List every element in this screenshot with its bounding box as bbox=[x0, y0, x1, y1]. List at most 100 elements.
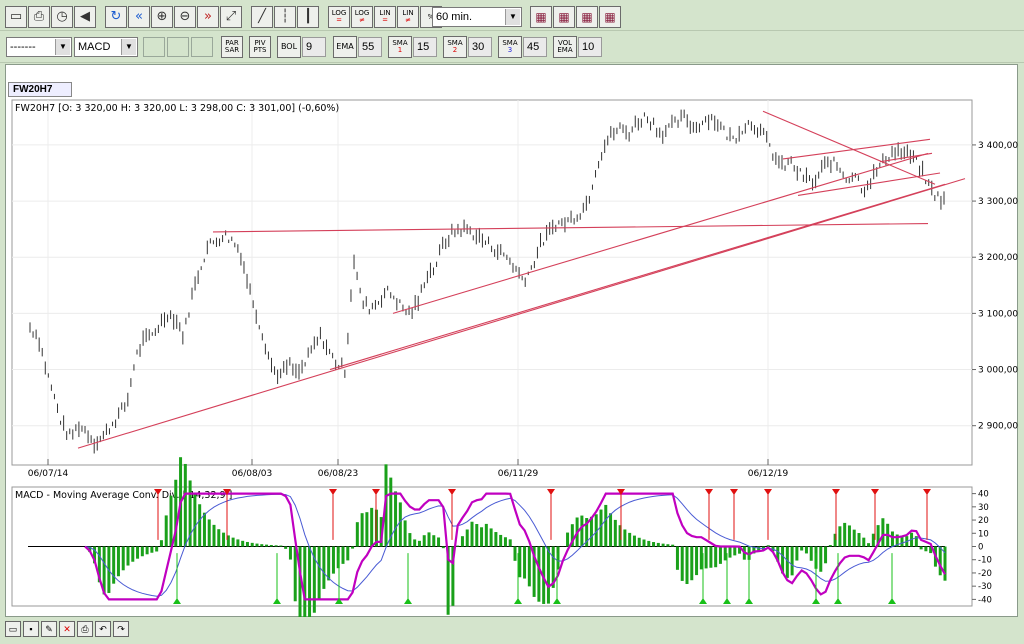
macd-histogram-bar bbox=[890, 531, 894, 547]
line-chart-icon: ╱ bbox=[258, 9, 266, 24]
sma3-period-field[interactable]: 45 bbox=[523, 37, 547, 57]
macd-histogram-bar bbox=[403, 520, 407, 547]
buy-signal-arrow bbox=[273, 598, 281, 604]
chart-window-button[interactable]: ▦ bbox=[530, 6, 552, 28]
sma1-button[interactable]: SMA 1 bbox=[388, 36, 412, 58]
vol-ema-period-field[interactable]: 10 bbox=[578, 37, 602, 57]
open-button[interactable]: ▭ bbox=[5, 6, 27, 28]
scale-button-4[interactable]: LIN ≠ bbox=[397, 6, 419, 28]
forward-button[interactable]: » bbox=[197, 6, 219, 28]
sma3-button[interactable]: SMA 3 bbox=[498, 36, 522, 58]
vol-ema-button[interactable]: VOL EMA bbox=[553, 36, 577, 58]
style-select[interactable]: ------- ▼ bbox=[6, 37, 72, 57]
window-button[interactable]: ▦ bbox=[599, 6, 621, 28]
sma1-period-field[interactable]: 15 bbox=[413, 37, 437, 57]
sell-signal-arrow bbox=[923, 489, 931, 495]
redo-icon[interactable]: ↷ bbox=[113, 621, 129, 637]
piv-pts-button[interactable]: PIV PTS bbox=[249, 36, 271, 58]
zoom-in-icon: ⊕ bbox=[156, 9, 168, 24]
macd-histogram-bar bbox=[723, 546, 727, 561]
macd-histogram-bar bbox=[623, 529, 627, 547]
close-icon[interactable]: ✕ bbox=[59, 621, 75, 637]
scale-button-1[interactable]: LOG = bbox=[328, 6, 350, 28]
buy-signal-arrow bbox=[699, 598, 707, 604]
sma2-period-field[interactable]: 30 bbox=[468, 37, 492, 57]
scale-sub: = bbox=[382, 16, 388, 24]
macd-histogram-bar bbox=[169, 495, 173, 547]
interval-select[interactable]: 60 min. ▼ bbox=[432, 7, 522, 27]
trend-line bbox=[77, 178, 966, 449]
undo-icon[interactable]: ↶ bbox=[95, 621, 111, 637]
macd-histogram-bar bbox=[327, 546, 331, 581]
scale-sub: ≠ bbox=[405, 16, 411, 24]
price-chart[interactable]: 3 400,00 3 300,00 3 200,00 3 100,00 3 000,00… bbox=[0, 0, 1024, 617]
ema-button[interactable]: EMA bbox=[333, 36, 357, 58]
macd-histogram-bar bbox=[475, 524, 479, 547]
line-chart-button[interactable]: ╱ bbox=[251, 6, 273, 28]
scale-label: LIN bbox=[402, 9, 414, 17]
macd-histogram-bar bbox=[714, 546, 718, 568]
candle-chart-button[interactable]: ┃ bbox=[297, 6, 319, 28]
macd-histogram-bar bbox=[422, 535, 426, 547]
macd-histogram-bar bbox=[336, 546, 340, 569]
speaker-button[interactable]: ◀ bbox=[74, 6, 96, 28]
macd-histogram-bar bbox=[718, 546, 722, 564]
macd-histogram-bar bbox=[594, 514, 598, 547]
fit-button[interactable]: ⤢ bbox=[220, 6, 242, 28]
macd-histogram-bar bbox=[804, 546, 808, 554]
sma1-label: SMA bbox=[392, 39, 408, 47]
clock-button[interactable]: ◷ bbox=[51, 6, 73, 28]
ema-period-field[interactable]: 55 bbox=[358, 37, 382, 57]
empty-slot[interactable] bbox=[191, 37, 213, 57]
open-folder-icon[interactable]: ▭ bbox=[5, 621, 21, 637]
sma2-button[interactable]: SMA 2 bbox=[443, 36, 467, 58]
macd-histogram-bar bbox=[871, 533, 875, 547]
indicator-button[interactable]: ▦ bbox=[576, 6, 598, 28]
rewind-button[interactable]: « bbox=[128, 6, 150, 28]
macd-histogram-bar bbox=[446, 546, 450, 615]
print-icon[interactable]: ⎙ bbox=[77, 621, 93, 637]
macd-histogram-bar bbox=[231, 537, 235, 547]
par-sar-button[interactable]: PAR SAR bbox=[221, 36, 243, 58]
chevron-down-icon[interactable]: ▼ bbox=[505, 9, 520, 25]
scale-button-2[interactable]: LOG ≠ bbox=[351, 6, 373, 28]
symbol-tab[interactable]: FW20H7 bbox=[8, 82, 72, 97]
macd-histogram-bar bbox=[589, 516, 593, 547]
par-sar-label-bottom: SAR bbox=[224, 46, 240, 54]
zoom-in-button[interactable]: ⊕ bbox=[151, 6, 173, 28]
macd-histogram-bar bbox=[867, 543, 871, 547]
sma3-sub: 3 bbox=[507, 46, 513, 54]
empty-slot[interactable] bbox=[143, 37, 165, 57]
macd-histogram-bar bbox=[585, 518, 589, 547]
bol-button[interactable]: BOL bbox=[277, 36, 301, 58]
indicator-select-value: MACD bbox=[78, 41, 111, 53]
zoom-out-button[interactable]: ⊖ bbox=[174, 6, 196, 28]
macd-histogram-bar bbox=[728, 546, 732, 558]
chevron-down-icon[interactable]: ▼ bbox=[121, 39, 136, 55]
chevron-down-icon[interactable]: ▼ bbox=[55, 39, 70, 55]
macd-histogram-bar bbox=[503, 537, 507, 547]
macd-histogram-bar bbox=[150, 546, 154, 553]
color-button[interactable]: ▦ bbox=[553, 6, 575, 28]
scale-button-3[interactable]: LIN = bbox=[374, 6, 396, 28]
empty-slot[interactable] bbox=[167, 37, 189, 57]
settings-icon[interactable]: ✎ bbox=[41, 621, 57, 637]
macd-histogram-bar bbox=[781, 546, 785, 574]
refresh-button[interactable]: ↻ bbox=[105, 6, 127, 28]
trend-line bbox=[212, 222, 929, 233]
macd-histogram-bar bbox=[609, 513, 613, 547]
price-tick-label: 3 400,00 bbox=[978, 141, 1018, 151]
macd-tick-label: 30 bbox=[978, 503, 989, 513]
indicator-select[interactable]: MACD ▼ bbox=[74, 37, 138, 57]
macd-histogram-bar bbox=[943, 546, 947, 581]
save-icon[interactable]: ▪ bbox=[23, 621, 39, 637]
macd-histogram-bar bbox=[88, 546, 92, 553]
bol-period-field[interactable]: 9 bbox=[302, 37, 326, 57]
macd-tick-label: -40 bbox=[978, 595, 992, 605]
macd-histogram-bar bbox=[738, 546, 742, 554]
print-button[interactable]: ⎙ bbox=[28, 6, 50, 28]
macd-histogram-bar bbox=[637, 537, 641, 547]
fit-icon: ⤢ bbox=[225, 9, 237, 24]
zoom-out-icon: ⊖ bbox=[179, 9, 191, 24]
bar-chart-button[interactable]: ┆ bbox=[274, 6, 296, 28]
